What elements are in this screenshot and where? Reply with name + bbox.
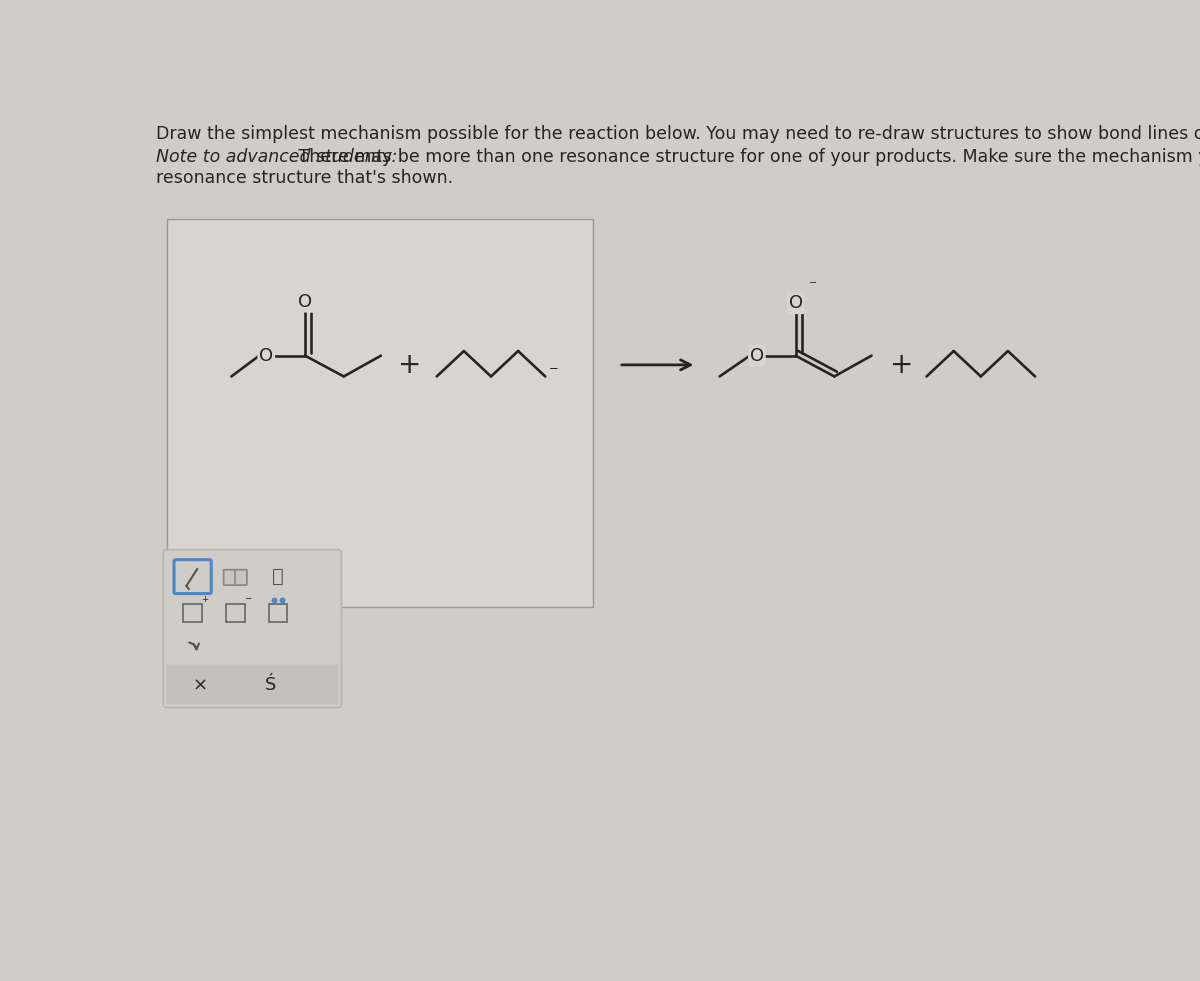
Text: Note to advanced students:: Note to advanced students: bbox=[156, 148, 397, 166]
Bar bbox=[167, 219, 593, 607]
Text: O: O bbox=[259, 346, 274, 365]
FancyBboxPatch shape bbox=[223, 570, 247, 585]
FancyBboxPatch shape bbox=[174, 560, 211, 594]
Text: ✋: ✋ bbox=[272, 567, 283, 586]
Text: $^-$: $^-$ bbox=[242, 595, 253, 608]
Bar bbox=[226, 603, 245, 622]
Text: ×: × bbox=[193, 676, 208, 695]
Bar bbox=[184, 603, 202, 622]
Text: +: + bbox=[890, 351, 913, 379]
Text: O: O bbox=[298, 292, 312, 311]
Text: $^{-}$: $^{-}$ bbox=[808, 280, 817, 293]
Text: +: + bbox=[398, 351, 421, 379]
Text: resonance structure that's shown.: resonance structure that's shown. bbox=[156, 170, 454, 187]
Bar bbox=[269, 603, 287, 622]
Text: O: O bbox=[788, 294, 803, 312]
Text: O: O bbox=[750, 346, 764, 365]
Text: Draw the simplest mechanism possible for the reaction below. You may need to re-: Draw the simplest mechanism possible for… bbox=[156, 125, 1200, 142]
Text: $^+$: $^+$ bbox=[200, 595, 210, 608]
Text: There may be more than one resonance structure for one of your products. Make su: There may be more than one resonance str… bbox=[293, 148, 1200, 166]
FancyBboxPatch shape bbox=[167, 664, 338, 704]
FancyBboxPatch shape bbox=[163, 549, 342, 707]
Text: Ś: Ś bbox=[264, 676, 276, 695]
Text: $^{-}$: $^{-}$ bbox=[547, 364, 558, 382]
